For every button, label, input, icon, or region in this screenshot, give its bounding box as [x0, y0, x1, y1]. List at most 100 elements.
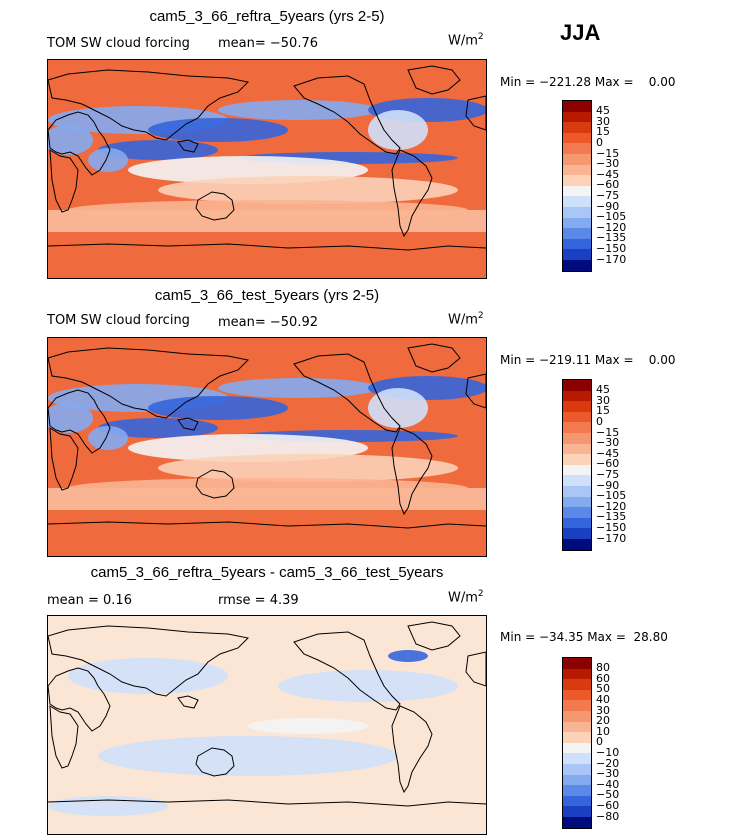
- coastline: [177, 695, 199, 709]
- colorbar-tick-label: −170: [596, 252, 627, 266]
- colorbar-tick-label: −45: [596, 167, 620, 181]
- colorbar-tick-label: 30: [596, 393, 610, 407]
- colorbar-swatch: [563, 238, 591, 250]
- map-test: [47, 337, 487, 557]
- coastline: [407, 621, 461, 651]
- colorbar-swatch: [563, 689, 591, 701]
- colorbar-swatch: [563, 742, 591, 754]
- mean-label: mean= −50.76: [218, 36, 319, 51]
- field-region: [68, 658, 228, 694]
- field-region: [88, 148, 128, 172]
- coastline: [49, 705, 79, 769]
- colorbar-swatch: [563, 206, 591, 218]
- colorbar-tick-label: 0: [596, 735, 603, 749]
- field-region: [388, 650, 428, 662]
- map-field: [48, 60, 486, 278]
- coastline: [465, 95, 486, 131]
- colorbar-swatch: [563, 732, 591, 743]
- panel-title: cam5_3_66_reftra_5years (yrs 2-5): [149, 8, 385, 25]
- colorbar-tick-label: −135: [596, 231, 627, 245]
- coastline: [407, 343, 461, 373]
- variable-label: TOM SW cloud forcing: [47, 36, 190, 51]
- colorbar-swatch: [563, 721, 591, 733]
- colorbar-tick-label: −30: [596, 157, 620, 171]
- mean-label: mean= −50.92: [218, 315, 319, 330]
- colorbar-swatch: [563, 464, 591, 476]
- colorbar-tick-label: 0: [596, 135, 603, 149]
- colorbar-swatch: [563, 101, 591, 112]
- map-difference: [47, 615, 487, 835]
- colorbar-swatch: [563, 816, 591, 828]
- colorbar-swatch: [563, 710, 591, 722]
- map-field: [48, 616, 486, 834]
- colorbar: [562, 657, 592, 829]
- units-label: W/m2: [448, 589, 484, 606]
- colorbar-swatch: [563, 217, 591, 229]
- colorbar: [562, 100, 592, 272]
- field-region: [148, 118, 288, 142]
- panel-title: cam5_3_66_test_5years (yrs 2-5): [154, 287, 380, 304]
- colorbar-tick-label: −150: [596, 520, 627, 534]
- colorbar-swatch: [563, 785, 591, 796]
- colorbar-swatch: [563, 422, 591, 433]
- colorbar-tick-label: 10: [596, 724, 610, 738]
- field-region: [218, 378, 378, 398]
- colorbar-swatch: [563, 443, 591, 455]
- field-region: [48, 403, 93, 433]
- colorbar-tick-label: 40: [596, 692, 610, 706]
- colorbar-tick-label: 45: [596, 104, 610, 118]
- colorbar-tick-label: −105: [596, 489, 627, 503]
- field-region: [218, 100, 378, 120]
- field-region: [48, 125, 93, 155]
- variable-label: TOM SW cloud forcing: [47, 313, 190, 328]
- field-region: [48, 796, 168, 816]
- field-region: [368, 388, 428, 428]
- colorbar-tick-label: −105: [596, 210, 627, 224]
- colorbar-tick-label: −60: [596, 798, 620, 812]
- coastline: [48, 69, 250, 141]
- colorbar-tick-label: −60: [596, 457, 620, 471]
- colorbar-tick-label: −120: [596, 499, 627, 513]
- colorbar-swatch: [563, 753, 591, 764]
- field-region: [68, 200, 468, 220]
- colorbar-tick-label: 80: [596, 661, 610, 675]
- colorbar-tick-label: −40: [596, 777, 620, 791]
- colorbar-swatch: [563, 249, 591, 260]
- field-region: [158, 176, 458, 204]
- coastline: [48, 389, 111, 454]
- colorbar-tick-label: −15: [596, 425, 620, 439]
- field-region: [88, 426, 128, 450]
- colorbar-swatch: [563, 411, 591, 423]
- colorbar-tick-label: −45: [596, 446, 620, 460]
- colorbar-tick-label: 0: [596, 414, 603, 428]
- colorbar-tick-label: 60: [596, 671, 610, 685]
- coastline: [49, 149, 79, 213]
- coastline: [177, 417, 199, 431]
- coastline: [293, 631, 401, 711]
- field-region: [148, 396, 288, 420]
- coastline: [48, 625, 250, 697]
- colorbar-swatch: [563, 380, 591, 391]
- coastline: [465, 651, 486, 687]
- coastline: [293, 75, 401, 155]
- colorbar-swatch: [563, 496, 591, 508]
- colorbar-tick-label: −90: [596, 478, 620, 492]
- colorbar-swatch: [563, 111, 591, 123]
- coastline: [48, 111, 111, 176]
- colorbar-tick-label: −80: [596, 809, 620, 823]
- colorbar-swatch: [563, 795, 591, 807]
- colorbar-tick-label: −50: [596, 788, 620, 802]
- coastline: [177, 139, 199, 153]
- colorbar-swatch: [563, 538, 591, 550]
- colorbar: [562, 379, 592, 551]
- colorbar-swatch: [563, 668, 591, 680]
- field-region: [68, 478, 468, 498]
- colorbar-swatch: [563, 774, 591, 786]
- colorbar-swatch: [563, 507, 591, 518]
- coastline: [48, 347, 250, 419]
- panel-title: cam5_3_66_reftra_5years - cam5_3_66_test…: [90, 564, 444, 581]
- colorbar-swatch: [563, 185, 591, 197]
- colorbar-tick-label: −170: [596, 531, 627, 545]
- colorbar-tick-label: −90: [596, 199, 620, 213]
- field-region: [368, 110, 428, 150]
